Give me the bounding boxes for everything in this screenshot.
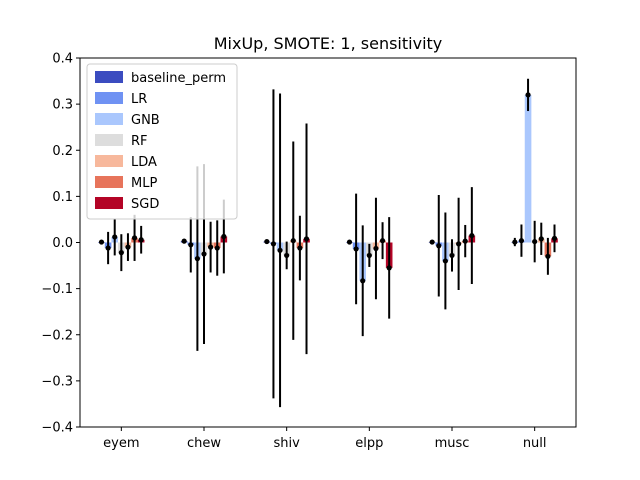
mean-point-lda-null [538, 236, 544, 242]
mean-point-baseline-perm-eyem [98, 239, 105, 245]
x-tick-label-shiv: shiv [274, 436, 301, 451]
mean-point-mlp-shiv [297, 245, 303, 251]
legend-label-rf: RF [131, 134, 148, 149]
legend-box [86, 63, 238, 220]
mean-point-mlp-musc [462, 238, 468, 244]
legend-swatch-rf [95, 134, 123, 146]
legend-swatch-sgd [95, 197, 123, 209]
mean-point-gnb-shiv [277, 247, 283, 253]
y-tick-label: 0.1 [52, 190, 73, 205]
mean-point-gnb-eyem [112, 234, 118, 240]
mean-point-lda-chew [208, 244, 214, 250]
x-tick-label-null: null [523, 436, 547, 451]
mean-point-baseline-perm-elpp [346, 239, 353, 245]
y-tick-label: −0.1 [41, 282, 73, 297]
legend-label-baseline-perm: baseline_perm [131, 71, 226, 86]
y-tick-label: −0.3 [41, 374, 73, 389]
mean-point-rf-musc [449, 252, 455, 259]
legend: baseline_perm LR GNB RF LDA MLP SGD [86, 63, 238, 220]
legend-label-gnb: GNB [131, 113, 160, 128]
y-tick-label: 0.0 [52, 236, 73, 251]
bar-gnb-null [524, 94, 532, 243]
legend-label-mlp: MLP [131, 176, 157, 191]
mean-point-lr-eyem [105, 245, 111, 251]
axes-layer: −0.4 −0.3 −0.2 −0.1 0.0 0.1 0.2 0.3 0.4 eyem chew s… [41, 52, 577, 451]
x-tick-label-elpp: elpp [355, 436, 383, 451]
mean-point-gnb-musc [442, 258, 448, 264]
mean-point-baseline-perm-chew [181, 238, 187, 244]
mean-point-lda-shiv [290, 238, 296, 244]
mean-point-lda-elpp [373, 245, 379, 252]
mean-point-lr-elpp [353, 246, 359, 252]
legend-swatch-lda [95, 155, 123, 167]
y-tick-label: −0.4 [41, 421, 73, 436]
legend-swatch-baseline-perm [95, 71, 123, 83]
mean-point-gnb-null [525, 92, 531, 98]
error-bars-layer [98, 78, 558, 408]
y-tick-label: −0.2 [41, 328, 73, 343]
mean-point-lda-eyem [125, 244, 131, 250]
y-tick-label: 0.4 [52, 52, 73, 67]
mean-point-rf-chew [201, 251, 207, 257]
mean-point-baseline-perm-shiv [264, 238, 270, 245]
legend-label-lda: LDA [131, 155, 157, 170]
mean-point-baseline-perm-musc [429, 239, 435, 245]
mean-point-sgd-musc [469, 232, 475, 239]
mean-point-baseline-perm-null [512, 239, 518, 245]
mean-point-mlp-null [545, 253, 551, 259]
legend-label-sgd: SGD [131, 197, 159, 212]
x-tick-label-chew: chew [187, 436, 221, 451]
mean-point-mlp-chew [214, 245, 220, 251]
mean-point-sgd-chew [221, 233, 227, 240]
mean-point-sgd-null [551, 235, 558, 241]
mean-point-gnb-chew [194, 256, 200, 262]
x-tick-label-eyem: eyem [103, 436, 139, 451]
mean-point-lda-musc [456, 241, 462, 247]
mean-point-lr-shiv [270, 241, 277, 247]
legend-label-lr: LR [131, 92, 147, 107]
y-tick-label: 0.3 [52, 98, 73, 113]
x-tick-label-musc: musc [435, 436, 470, 451]
mean-point-lr-chew [188, 242, 194, 248]
chart-title: MixUp, SMOTE: 1, sensitivity [214, 34, 443, 53]
y-tick-label: 0.2 [52, 144, 73, 159]
mean-point-rf-shiv [284, 252, 290, 259]
mean-point-rf-elpp [366, 252, 372, 259]
mean-point-lr-musc [436, 243, 442, 249]
mean-point-sgd-elpp [386, 265, 392, 271]
mean-point-lr-null [518, 238, 525, 244]
mean-point-mlp-elpp [379, 238, 386, 244]
mean-point-rf-null [532, 238, 538, 245]
mean-point-gnb-elpp [360, 278, 366, 284]
legend-swatch-mlp [95, 176, 123, 188]
legend-swatch-gnb [95, 113, 123, 125]
mean-point-mlp-eyem [131, 235, 138, 241]
legend-swatch-lr [95, 92, 123, 104]
mean-point-rf-eyem [118, 250, 124, 256]
mean-point-sgd-eyem [138, 237, 144, 243]
mean-point-sgd-shiv [303, 236, 310, 242]
